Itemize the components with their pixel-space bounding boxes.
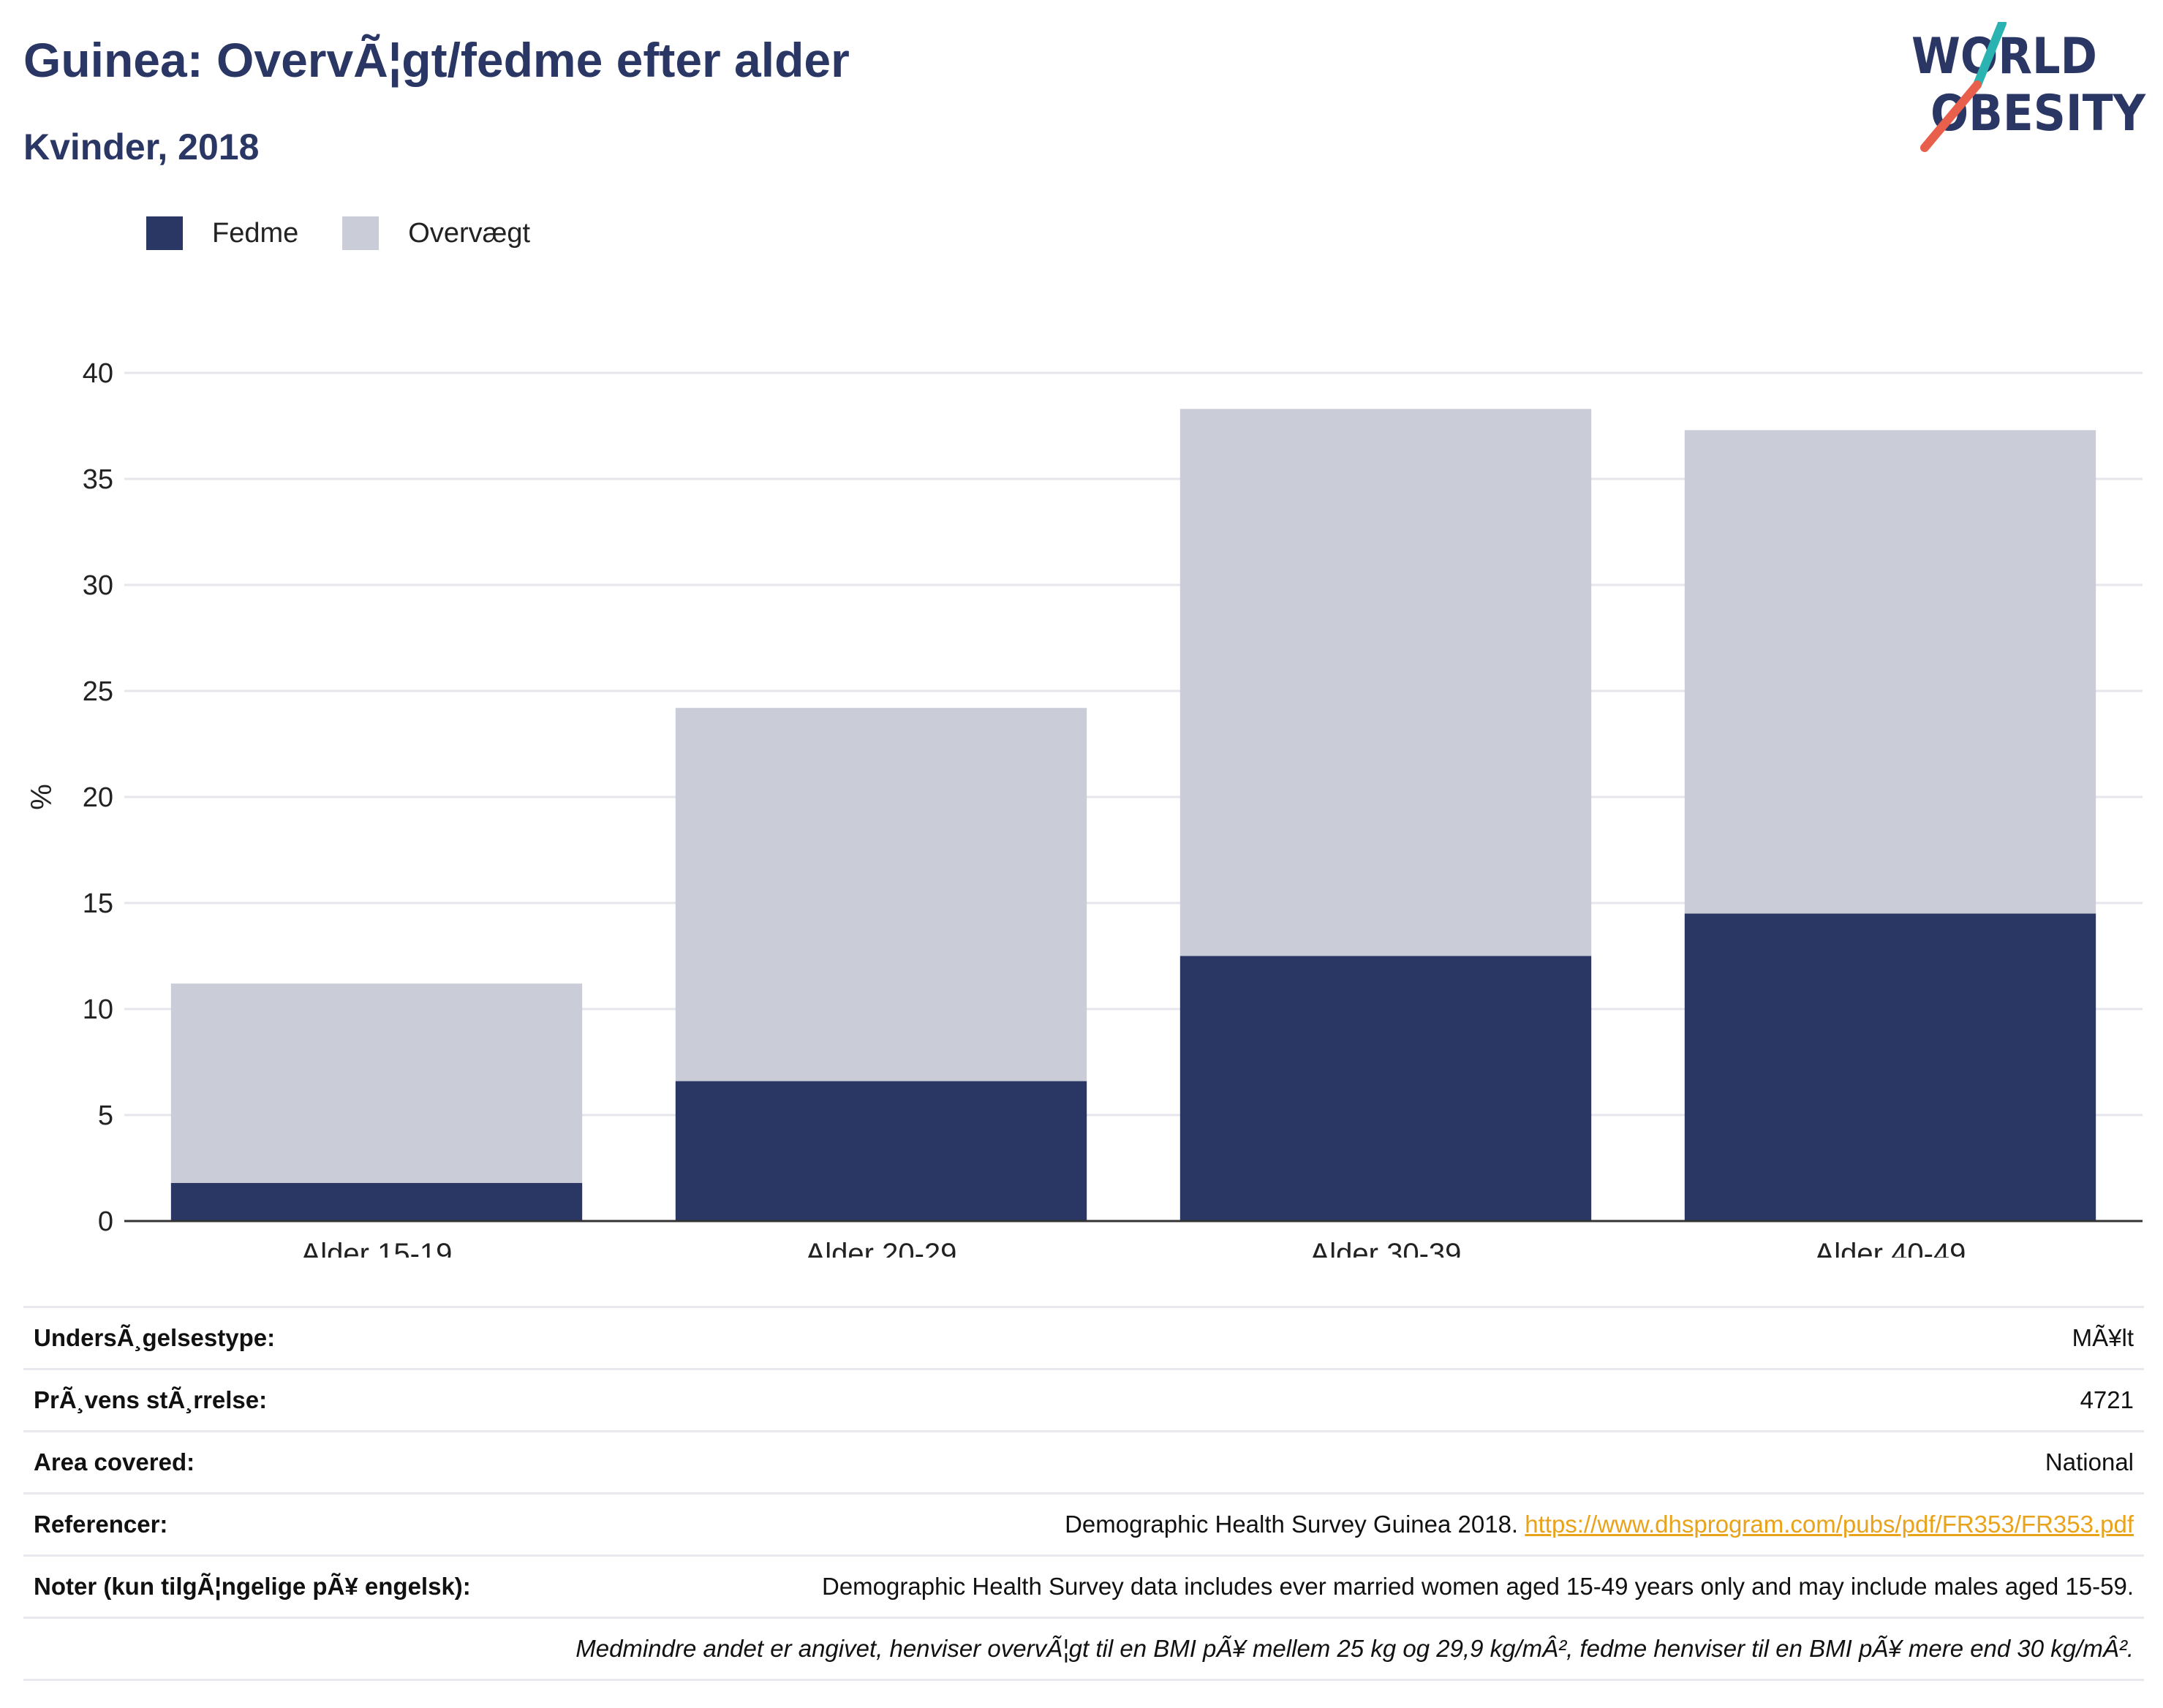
bar-fedme	[1179, 956, 1592, 1221]
legend-label-fedme: Fedme	[212, 217, 299, 249]
x-tick-label: Alder 30-39	[1310, 1238, 1462, 1258]
legend-item-overvaegt[interactable]: Overvægt	[342, 216, 530, 250]
info-row-references: Referencer: Demographic Health Survey Gu…	[23, 1492, 2144, 1556]
bar-overvaegt	[1684, 430, 2096, 914]
info-row-area-covered: Area covered: National	[23, 1430, 2144, 1494]
chart-legend: Fedme Overvægt	[146, 216, 574, 250]
chart-title: Guinea: OvervÃ¦gt/fedme efter alder	[23, 33, 850, 87]
y-tick-label: 40	[83, 358, 113, 389]
y-axis-title: %	[26, 784, 58, 810]
logo-slash-bottom	[1920, 80, 1982, 152]
info-label: PrÃ¸vens stÃ¸rrelse:	[23, 1368, 566, 1432]
info-value: 4721	[565, 1368, 2144, 1432]
info-row-notes: Noter (kun tilgÃ¦ngelige pÃ¥ engelsk): D…	[23, 1554, 2144, 1618]
legend-item-fedme[interactable]: Fedme	[146, 216, 298, 250]
y-tick-label: 5	[98, 1100, 113, 1131]
info-value: National	[565, 1430, 2144, 1494]
bar-overvaegt	[1179, 409, 1592, 956]
info-row-footnote: Medmindre andet er angivet, henviser ove…	[23, 1617, 2144, 1681]
footnote: Medmindre andet er angivet, henviser ove…	[23, 1617, 2144, 1681]
x-tick-label: Alder 40-49	[1815, 1238, 1966, 1258]
info-label: Referencer:	[23, 1492, 566, 1556]
info-row-survey-type: UndersÃ¸gelsestype: MÃ¥lt	[23, 1306, 2144, 1369]
x-tick-label: Alder 15-19	[301, 1238, 453, 1258]
logo-text-world: WORLD	[1911, 28, 2097, 86]
bar-fedme	[675, 1081, 1087, 1221]
bar-fedme	[170, 1182, 583, 1221]
logo-text-obesity: OBESITY	[1930, 85, 2146, 143]
chart-subtitle: Kvinder, 2018	[23, 126, 260, 167]
logo-slash-top	[1973, 22, 2007, 89]
bar-overvaegt	[675, 708, 1087, 1081]
world-obesity-logo: WORLD OBESITY	[1911, 22, 2146, 152]
info-label: Noter (kun tilgÃ¦ngelige pÃ¥ engelsk):	[23, 1554, 566, 1618]
bar-fedme	[1684, 913, 2096, 1221]
survey-info-table: UndersÃ¸gelsestype: MÃ¥lt PrÃ¸vens stÃ¸r…	[23, 1306, 2144, 1681]
y-tick-label: 25	[83, 676, 113, 707]
y-tick-label: 15	[83, 888, 113, 919]
stacked-bar-chart: 0 5 10 15 20 25 30 35 40% Alder 15-19 Alder 20-29 A…	[26, 358, 2143, 1258]
legend-label-overvaegt: Overvægt	[408, 217, 531, 249]
y-tick-label: 20	[83, 782, 113, 813]
reference-text: Demographic Health Survey Guinea 2018.	[1065, 1511, 1519, 1538]
y-tick-label: 35	[83, 464, 113, 495]
info-value: Demographic Health Survey Guinea 2018. h…	[565, 1492, 2144, 1556]
y-tick-label: 0	[98, 1206, 113, 1237]
x-tick-label: Alder 20-29	[806, 1238, 957, 1258]
y-tick-label: 30	[83, 570, 113, 601]
legend-swatch-fedme	[146, 216, 183, 250]
info-label: UndersÃ¸gelsestype:	[23, 1306, 566, 1369]
legend-swatch-overvaegt	[342, 216, 380, 250]
bar-overvaegt	[170, 983, 583, 1183]
info-label: Area covered:	[23, 1430, 566, 1494]
reference-link[interactable]: https://www.dhsprogram.com/pubs/pdf/FR35…	[1525, 1511, 2134, 1538]
info-value: Demographic Health Survey data includes …	[565, 1554, 2144, 1618]
y-tick-label: 10	[83, 994, 113, 1025]
info-value: MÃ¥lt	[565, 1306, 2144, 1369]
info-row-sample-size: PrÃ¸vens stÃ¸rrelse: 4721	[23, 1368, 2144, 1432]
